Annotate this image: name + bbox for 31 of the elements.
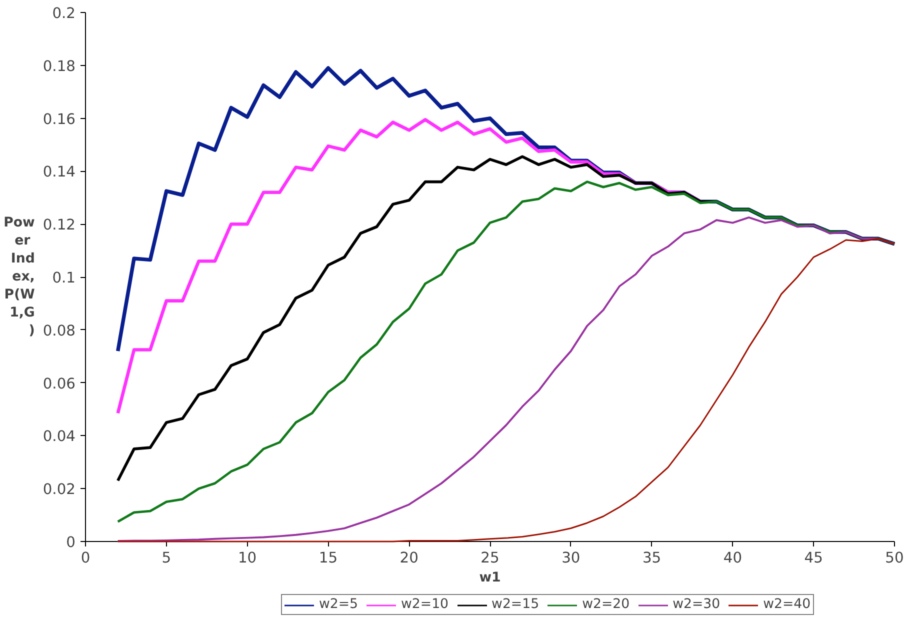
x-tick-label: 20 [400,550,418,566]
legend-label: w2=20 [582,597,630,612]
x-tick-label: 25 [480,550,500,566]
x-axis-title: w1 [479,570,501,586]
legend-label: w2=5 [319,597,358,612]
legend-label: w2=30 [672,597,720,612]
x-tick-label: 5 [162,550,172,566]
x-tick-label: 50 [885,550,904,566]
y-tick-label: 0.18 [42,58,76,75]
y-tick-label: 0.08 [42,322,76,340]
legend-label: w2=40 [763,597,811,612]
x-tick-label: 45 [804,550,823,566]
y-tick-label: 0.06 [42,375,76,392]
y-tick-label: 0.16 [42,110,76,128]
x-tick-label: 0 [80,550,90,566]
y-tick-label: 0.12 [42,216,76,234]
x-tick-label: 35 [642,550,662,566]
legend-label: w2=10 [401,597,449,612]
y-tick-label: 0.02 [42,481,76,498]
legend-label: w2=15 [492,597,540,612]
y-axis-title: Power Index, P(W1,G) [4,216,36,338]
y-tick-label: 0.2 [52,5,76,22]
y-tick-label: 0 [66,534,76,551]
y-tick-label: 0.14 [42,164,76,181]
line-series [116,180,896,523]
x-tick-label: 10 [238,550,257,566]
x-tick-label: 15 [318,550,338,566]
x-tick-label: 40 [723,550,742,566]
y-tick-label: 0.04 [42,428,76,446]
x-tick-label: 30 [562,550,580,566]
y-tick-label: 0.1 [52,270,76,286]
